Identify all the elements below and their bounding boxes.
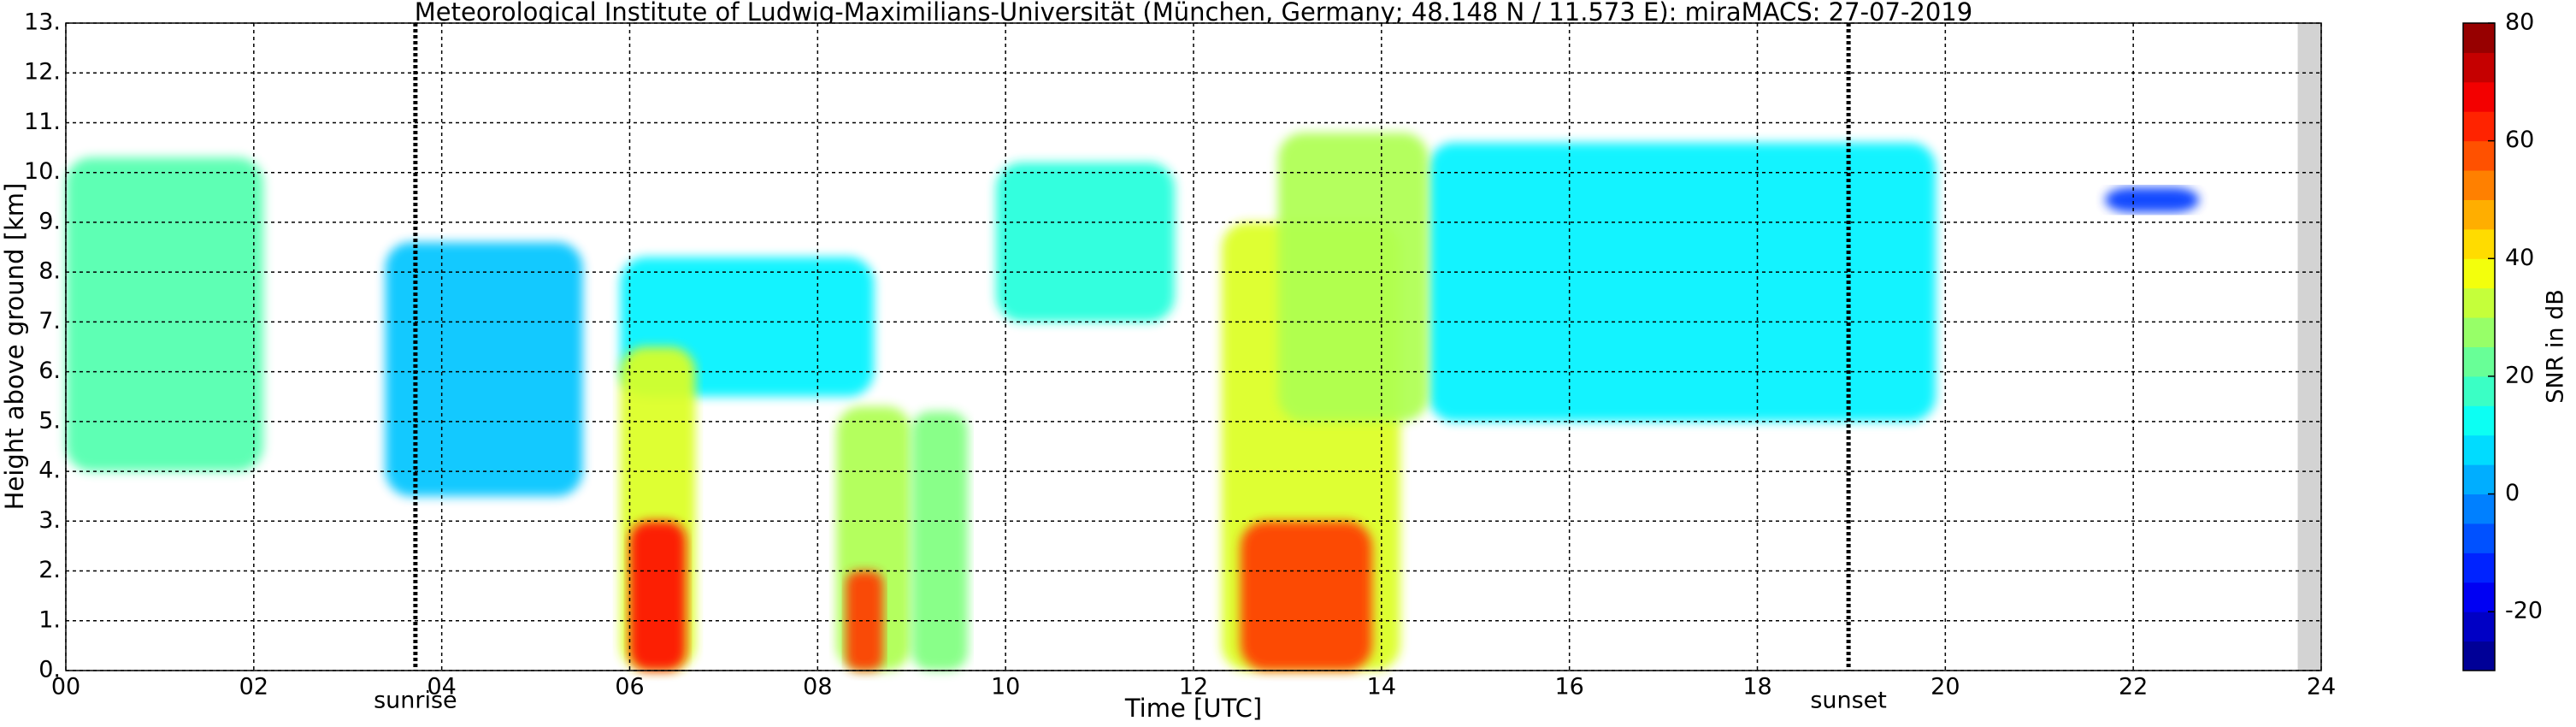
sun-marker-label: sunset	[1810, 688, 1887, 714]
colorbar-level	[2463, 375, 2495, 406]
x-tick-label: 04	[427, 674, 456, 700]
colorbar-level	[2463, 582, 2495, 612]
echo	[911, 411, 969, 671]
x-axis-label: Time [UTC]	[1124, 694, 1262, 723]
chart-title: Meteorological Institute of Ludwig-Maxim…	[415, 0, 1972, 27]
x-tick-label: 06	[615, 674, 644, 700]
colorbar-tick-label: 0	[2505, 480, 2520, 506]
echo	[2105, 187, 2200, 213]
colorbar-level	[2463, 23, 2495, 53]
no-data-band	[2297, 23, 2321, 671]
colorbar-level	[2463, 52, 2495, 83]
echo	[629, 521, 687, 671]
colorbar-level	[2463, 170, 2495, 200]
y-axis-label: Height above ground [km]	[0, 183, 29, 511]
y-tick-label: 12.	[24, 59, 61, 86]
colorbar-level	[2463, 258, 2495, 289]
y-tick-label: 2.	[38, 557, 61, 583]
colorbar-level	[2463, 81, 2495, 112]
y-tick-label: 7.	[38, 308, 61, 334]
y-tick-label: 3.	[38, 507, 61, 534]
x-tick-label: 08	[803, 674, 832, 700]
x-tick-label: 00	[51, 674, 80, 700]
colorbar-tick-label: 40	[2505, 245, 2534, 271]
echo	[846, 570, 884, 671]
colorbar-level	[2463, 317, 2495, 347]
colorbar-level	[2463, 405, 2495, 436]
colorbar-level	[2463, 641, 2495, 671]
colorbar-level	[2463, 346, 2495, 377]
y-tick-label: 5.	[38, 407, 61, 434]
echo	[66, 157, 263, 472]
colorbar-level	[2463, 111, 2495, 142]
x-tick-label: 10	[991, 674, 1020, 700]
y-tick-label: 4.	[38, 458, 61, 484]
x-tick-label: 18	[1742, 674, 1771, 700]
colorbar-level	[2463, 464, 2495, 495]
echo	[1240, 521, 1372, 671]
colorbar-frame	[2462, 22, 2496, 671]
colorbar-tick-label: -20	[2505, 598, 2543, 624]
colorbar-tick-label: 60	[2505, 127, 2534, 153]
colorbar-tick-label: 80	[2505, 9, 2534, 36]
x-tick-label: 24	[2307, 674, 2336, 700]
y-tick-label: 6.	[38, 358, 61, 384]
y-tick-label: 11.	[24, 109, 61, 135]
colorbar-level	[2463, 494, 2495, 524]
y-tick-label: 9.	[38, 208, 61, 234]
y-tick-label: 0.	[38, 657, 61, 683]
echo	[996, 163, 1176, 322]
y-tick-label: 8.	[38, 258, 61, 285]
colorbar-level	[2463, 434, 2495, 465]
x-tick-label: 12	[1179, 674, 1208, 700]
x-tick-label: 20	[1931, 674, 1960, 700]
echo	[1277, 133, 1429, 422]
echo	[1428, 142, 1936, 422]
x-tick-label: 02	[239, 674, 268, 700]
colorbar-level	[2463, 228, 2495, 259]
colorbar-tick-label: 20	[2505, 362, 2534, 388]
colorbar-level	[2463, 612, 2495, 642]
colorbar-level	[2463, 523, 2495, 553]
x-tick-label: 14	[1367, 674, 1396, 700]
colorbar-level	[2463, 199, 2495, 230]
echo	[385, 242, 583, 497]
y-tick-label: 10.	[24, 158, 61, 185]
x-tick-label: 22	[2119, 674, 2148, 700]
y-tick-label: 1.	[38, 606, 61, 633]
y-tick-label: 13.	[24, 9, 61, 36]
colorbar-label: SNR in dB	[2543, 289, 2569, 404]
sun-marker-label: sunrise	[374, 688, 457, 714]
colorbar-level	[2463, 553, 2495, 583]
plot-frame	[65, 22, 2322, 671]
colorbar-level	[2463, 287, 2495, 318]
colorbar-level	[2463, 140, 2495, 171]
x-tick-label: 16	[1554, 674, 1583, 700]
